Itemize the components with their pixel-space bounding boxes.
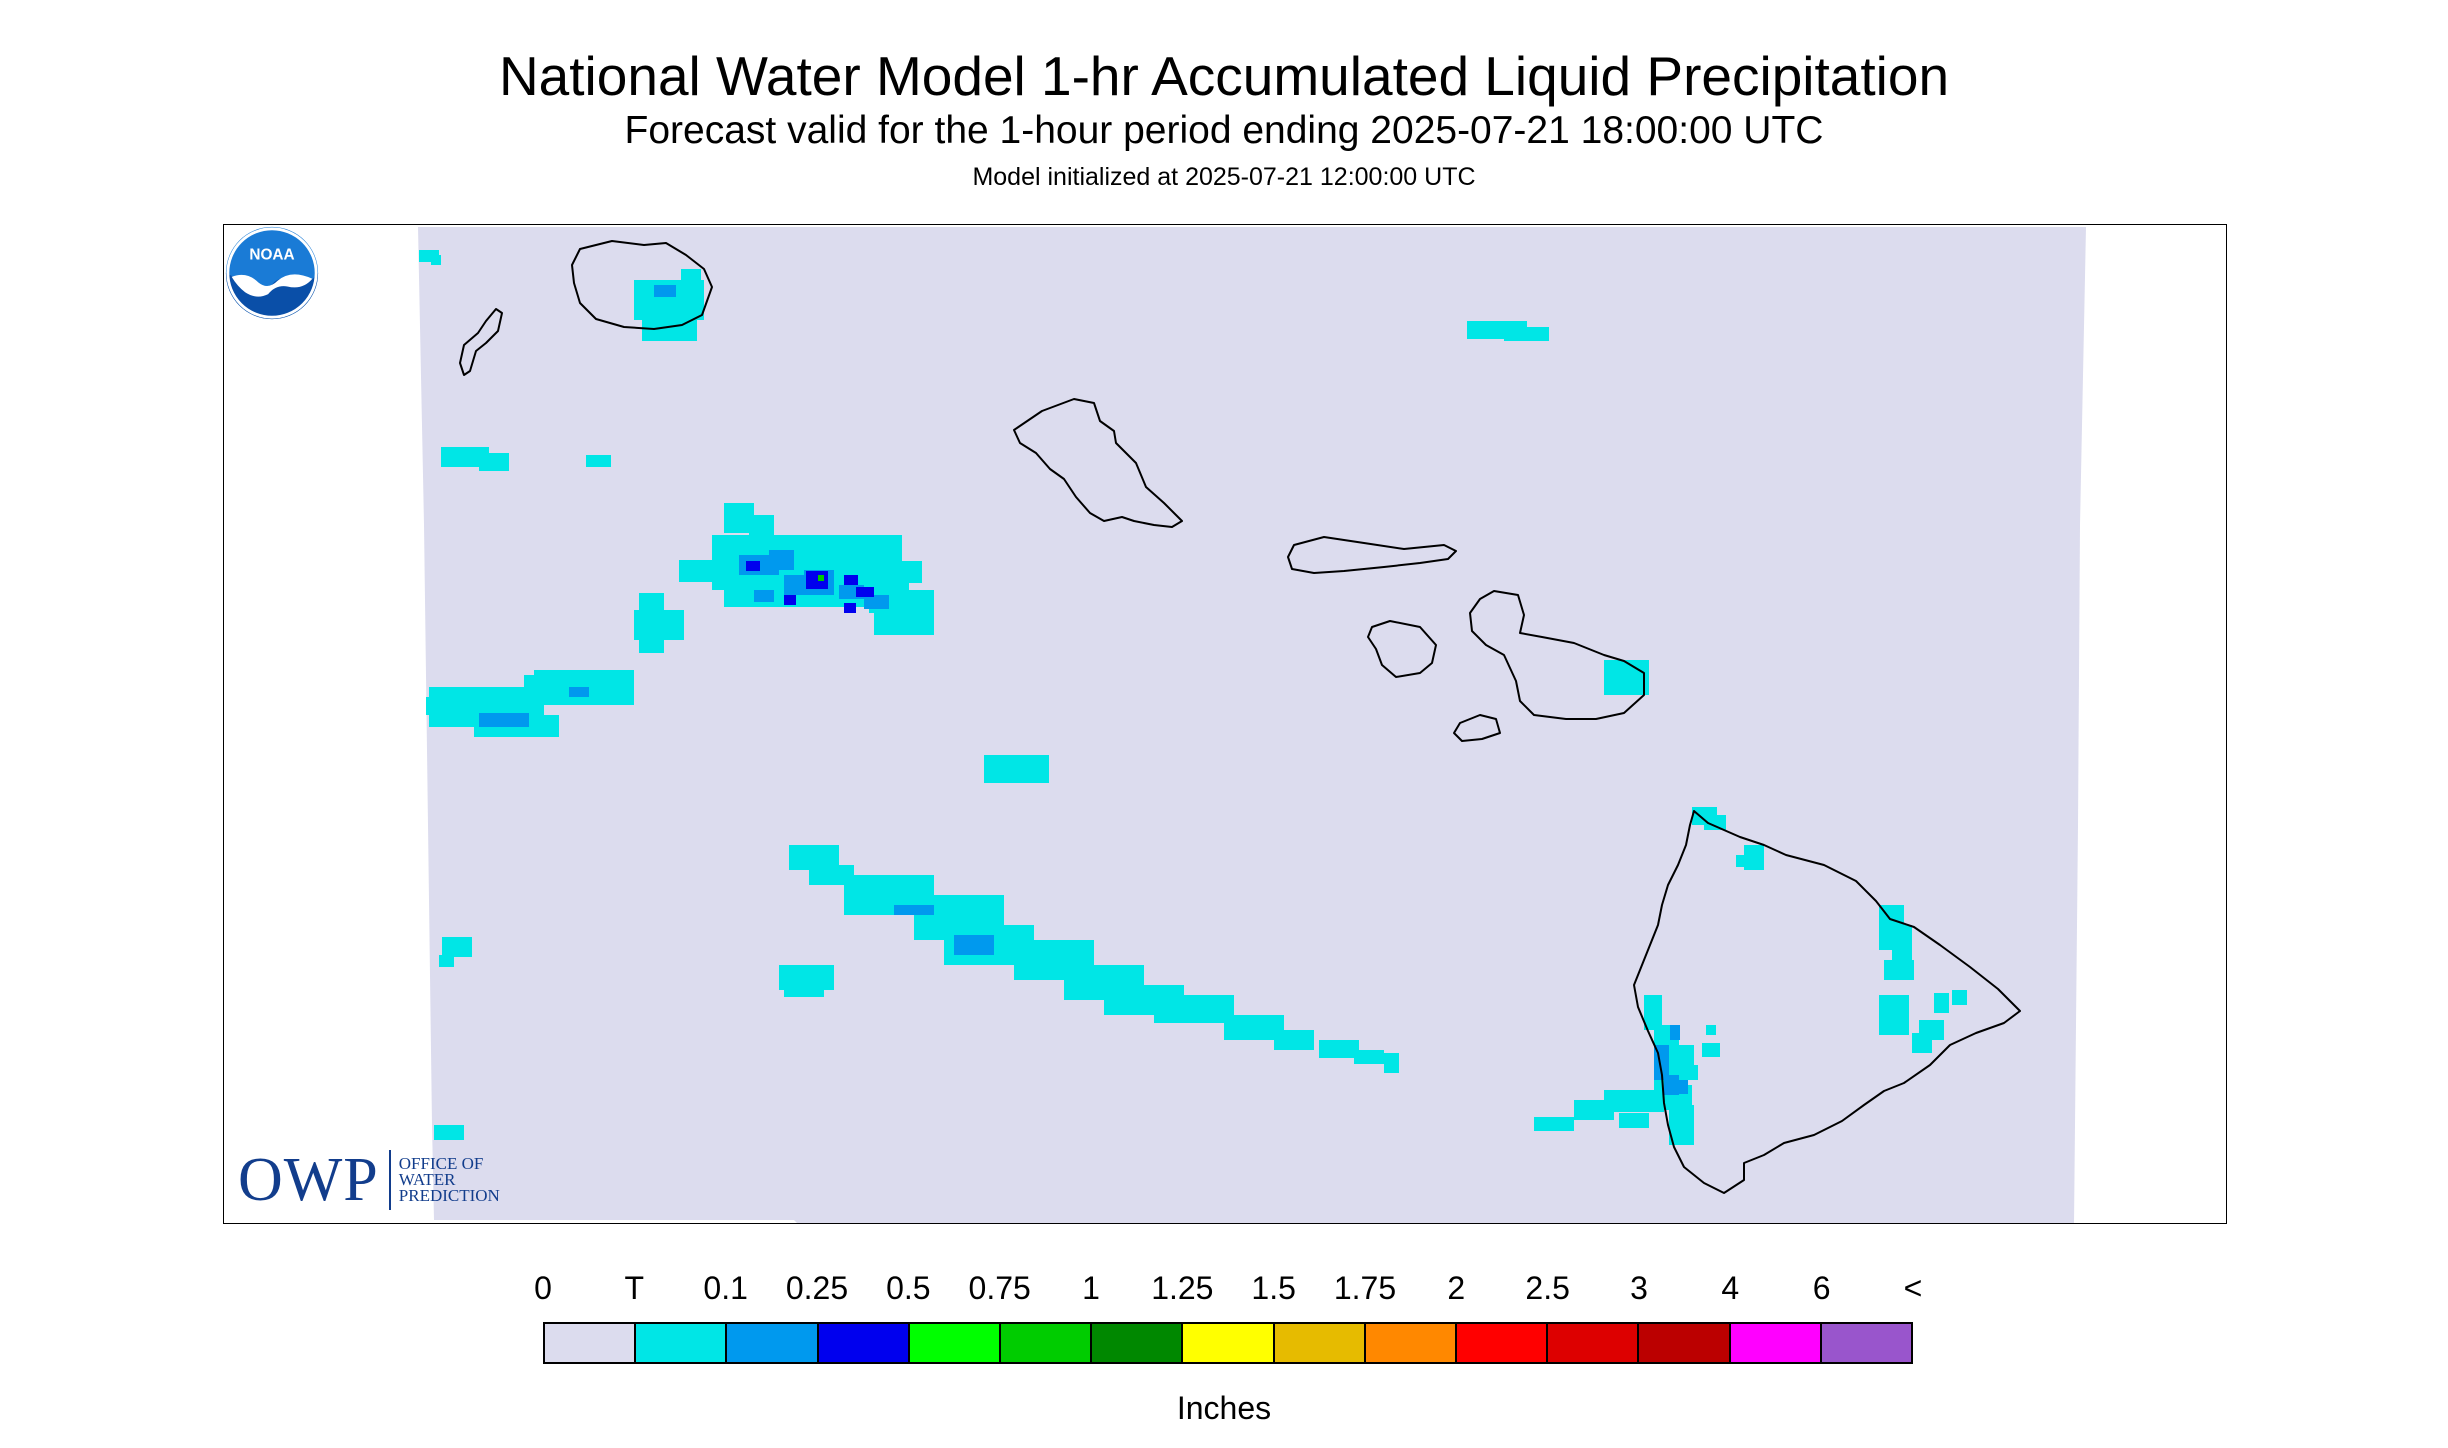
- legend-swatch: [1457, 1324, 1549, 1362]
- lanai-outline: [1367, 620, 1437, 678]
- map-canvas: [418, 227, 2086, 1223]
- molokai-outline: [1287, 536, 1457, 574]
- legend-tick-label: 1: [1082, 1270, 1100, 1306]
- model-init-text: Model initialized at 2025-07-21 12:00:00…: [972, 163, 1476, 191]
- legend-tick-label: 0: [534, 1270, 552, 1306]
- legend-color-bar: [543, 1322, 1913, 1364]
- legend-swatch: [909, 1324, 1002, 1362]
- legend-swatch: [1821, 1324, 1912, 1362]
- legend-tick-label: 0.75: [968, 1270, 1031, 1306]
- maui-outline: [1469, 590, 1645, 720]
- legend-swatch: [636, 1324, 728, 1362]
- legend-tick-label: 1.75: [1333, 1270, 1397, 1306]
- legend-tick-label: 0.5: [886, 1270, 931, 1306]
- kahoolawe-outline: [1453, 714, 1501, 742]
- legend-tick-label: 3: [1630, 1270, 1648, 1306]
- legend-labels: 0 T 0.1 0.25 0.5 0.75 1 1.25 1.5 1.75 2 2.5 3 4 6 <: [510, 1270, 1922, 1310]
- owp-logo: OWP OFFICE OF WATER PREDICTION: [238, 1149, 500, 1211]
- oahu-outline: [1013, 398, 1183, 528]
- model-domain: [418, 227, 2086, 1223]
- legend-swatch: [1183, 1324, 1275, 1362]
- legend-tick-label: 2.5: [1525, 1270, 1570, 1306]
- legend-swatch: [1092, 1324, 1184, 1362]
- legend-swatch: [1639, 1324, 1731, 1362]
- niihau-outline: [459, 308, 503, 376]
- forecast-valid-subtitle: Forecast valid for the 1-hour period end…: [624, 109, 1824, 152]
- legend-tick-label: 1.5: [1251, 1270, 1296, 1306]
- legend-tick-label: 1.25: [1151, 1270, 1214, 1306]
- legend-swatch: [818, 1324, 910, 1362]
- legend-tick-label: <: [1903, 1270, 1923, 1306]
- island-outlines: [459, 240, 2021, 1194]
- legend-tick-label: 6: [1812, 1270, 1831, 1306]
- legend-swatch: [727, 1324, 819, 1362]
- legend-swatch: [1548, 1324, 1640, 1362]
- legend-swatch: [1274, 1324, 1366, 1362]
- legend-tick-label: 0.1: [703, 1270, 748, 1306]
- precipitation-map: OWP OFFICE OF WATER PREDICTION NOAA: [223, 224, 2227, 1224]
- kauai-outline: [571, 240, 713, 330]
- legend-unit-label: Inches: [1176, 1390, 1272, 1426]
- legend-tick-label: 4: [1721, 1270, 1740, 1306]
- owp-logo-line1: OFFICE OF: [398, 1154, 484, 1173]
- legend-tick-label: 2: [1447, 1270, 1466, 1306]
- noaa-logo-text: NOAA: [249, 247, 294, 264]
- legend-swatch: [545, 1324, 637, 1362]
- owp-logo-line2: WATER: [398, 1170, 456, 1189]
- legend-swatch: [1730, 1324, 1822, 1362]
- legend-swatch: [1001, 1324, 1093, 1362]
- map-title: National Water Model 1-hr Accumulated Li…: [498, 45, 1950, 107]
- owp-logo-mark: OWP: [238, 1149, 391, 1211]
- owp-logo-text: OFFICE OF WATER PREDICTION: [391, 1154, 500, 1205]
- precip-heavy-cells: [818, 575, 824, 581]
- owp-logo-line3: PREDICTION: [398, 1186, 500, 1205]
- legend-swatch: [1365, 1324, 1458, 1362]
- legend-tick-label: 0.25: [785, 1270, 849, 1306]
- big-island-outline: [1633, 810, 2021, 1194]
- legend-tick-label: T: [624, 1270, 645, 1306]
- noaa-logo: NOAA: [225, 226, 319, 320]
